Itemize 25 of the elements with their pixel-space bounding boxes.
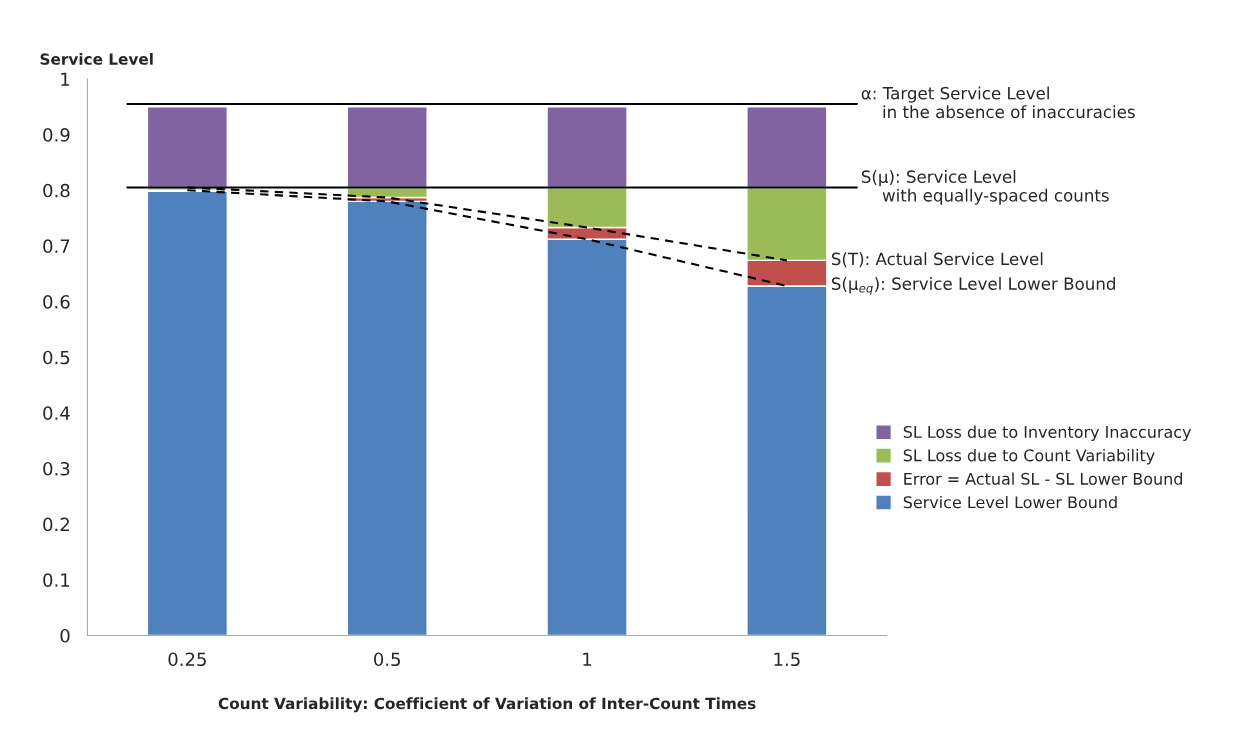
y-tick-label: 0.1 [43,573,70,587]
legend-label: Error = Actual SL - SL Lower Bound [904,472,1182,485]
y-tick-label: 0.7 [43,239,70,254]
ref-line-label: S(μ): Service Level with equally-spaced counts [861,170,1109,205]
x-tick-label: 0.5 [374,652,400,667]
legend-label: Service Level Lower Bound [903,495,1117,509]
x-tick-label: 0.25 [168,652,206,667]
y-tick-label: 0.8 [43,183,70,198]
y-tick-label: 0.3 [43,461,70,476]
annotation: S(T): Actual Service Level [831,252,1043,268]
y-tick-label: 0.6 [43,295,70,309]
y-tick-label: 0.5 [43,350,70,365]
y-tick-label: 0 [60,628,70,643]
legend-label: SL Loss due to Count Variability [903,449,1155,465]
y-axis-title: Service Level [40,53,153,65]
y-tick-label: 0.4 [43,406,70,420]
x-tick-label: 1 [583,652,592,666]
x-tick-label: 1.5 [774,652,800,667]
y-tick-label: 1 [61,72,70,86]
ref-line-label: α: Target Service Level in the absence of inaccuracies [861,86,1135,119]
y-tick-label: 0.2 [43,517,69,532]
annotation: S(μ$_{eq}$): Service Level Lower Bound [831,277,1115,295]
x-axis-title: Count Variability: Coefficient of Variation of Inter-Count Times [218,697,756,713]
y-tick-label: 0.9 [43,128,70,142]
legend-label: SL Loss due to Inventory Inaccuracy [903,425,1192,442]
